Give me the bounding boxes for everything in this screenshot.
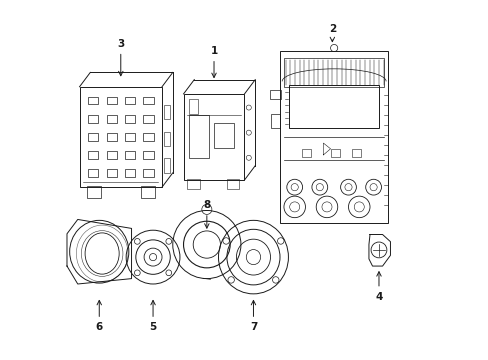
Bar: [351, 149, 360, 157]
Text: 7: 7: [249, 300, 257, 332]
Bar: [143, 170, 153, 177]
Bar: [86, 186, 101, 198]
Text: 6: 6: [96, 300, 102, 332]
Bar: [143, 133, 153, 141]
Bar: [88, 115, 98, 123]
Bar: [280, 51, 387, 223]
Text: 2: 2: [328, 24, 335, 42]
Bar: [140, 186, 155, 198]
Bar: [125, 96, 135, 104]
Bar: [106, 170, 116, 177]
Bar: [143, 115, 153, 123]
Bar: [188, 116, 208, 158]
Bar: [125, 115, 135, 123]
Bar: [163, 158, 170, 173]
Bar: [143, 96, 153, 104]
Bar: [214, 123, 233, 148]
Text: 3: 3: [117, 39, 124, 76]
Bar: [88, 170, 98, 177]
Bar: [284, 58, 384, 87]
Text: 4: 4: [374, 272, 382, 302]
Bar: [163, 105, 170, 119]
Bar: [187, 179, 199, 189]
Bar: [125, 151, 135, 159]
Bar: [88, 133, 98, 141]
Bar: [289, 85, 378, 128]
Text: 5: 5: [149, 300, 156, 332]
Bar: [183, 94, 244, 180]
Bar: [125, 133, 135, 141]
Bar: [125, 170, 135, 177]
Bar: [88, 96, 98, 104]
Bar: [226, 179, 239, 189]
Text: 1: 1: [210, 46, 217, 77]
Text: 8: 8: [203, 200, 210, 228]
Bar: [271, 114, 280, 129]
Bar: [88, 151, 98, 159]
Bar: [106, 151, 116, 159]
Bar: [330, 149, 339, 157]
Bar: [106, 133, 116, 141]
Bar: [80, 87, 162, 187]
Bar: [106, 96, 116, 104]
Bar: [188, 99, 198, 114]
Bar: [301, 149, 310, 157]
Bar: [163, 132, 170, 146]
Bar: [143, 151, 153, 159]
Bar: [269, 90, 281, 99]
Bar: [106, 115, 116, 123]
